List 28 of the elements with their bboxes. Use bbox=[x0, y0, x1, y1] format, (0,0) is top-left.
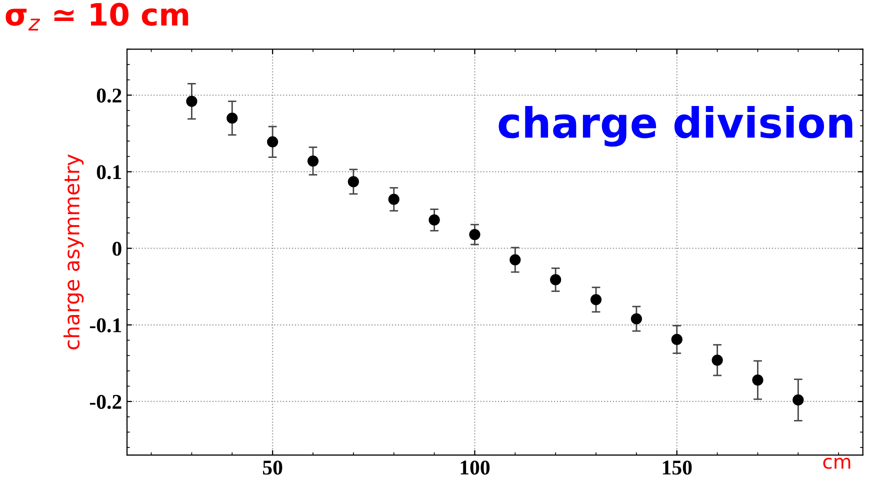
point bbox=[428, 214, 440, 226]
y-tick-label: -0.1 bbox=[90, 318, 122, 332]
point bbox=[550, 274, 562, 286]
y-tick-label: 0.2 bbox=[96, 88, 122, 103]
x-tick-label: 50 bbox=[262, 460, 282, 475]
point bbox=[226, 112, 238, 124]
text: σ$_{z}$ ≃ 10 cm bbox=[6, 2, 188, 30]
point bbox=[671, 334, 682, 346]
x-axis-title: cm bbox=[823, 458, 850, 469]
point bbox=[752, 374, 764, 386]
point bbox=[267, 136, 278, 148]
y-tick-label: 0 bbox=[112, 242, 122, 256]
point bbox=[307, 155, 319, 167]
point bbox=[510, 254, 521, 266]
x-tick-label: 100 bbox=[460, 460, 490, 475]
point bbox=[348, 176, 359, 188]
annotation: charge division bbox=[498, 106, 852, 147]
y-tick-label: -0.2 bbox=[90, 394, 122, 410]
point bbox=[186, 96, 198, 107]
y-tick-label: 0.1 bbox=[96, 165, 122, 180]
point bbox=[712, 354, 723, 366]
point bbox=[792, 394, 804, 406]
point bbox=[388, 194, 400, 205]
x-tick-label: 150 bbox=[662, 460, 692, 475]
y-axis-title: charge asymmetry bbox=[63, 154, 84, 350]
point bbox=[630, 313, 642, 324]
point bbox=[590, 294, 602, 306]
point bbox=[469, 228, 480, 240]
